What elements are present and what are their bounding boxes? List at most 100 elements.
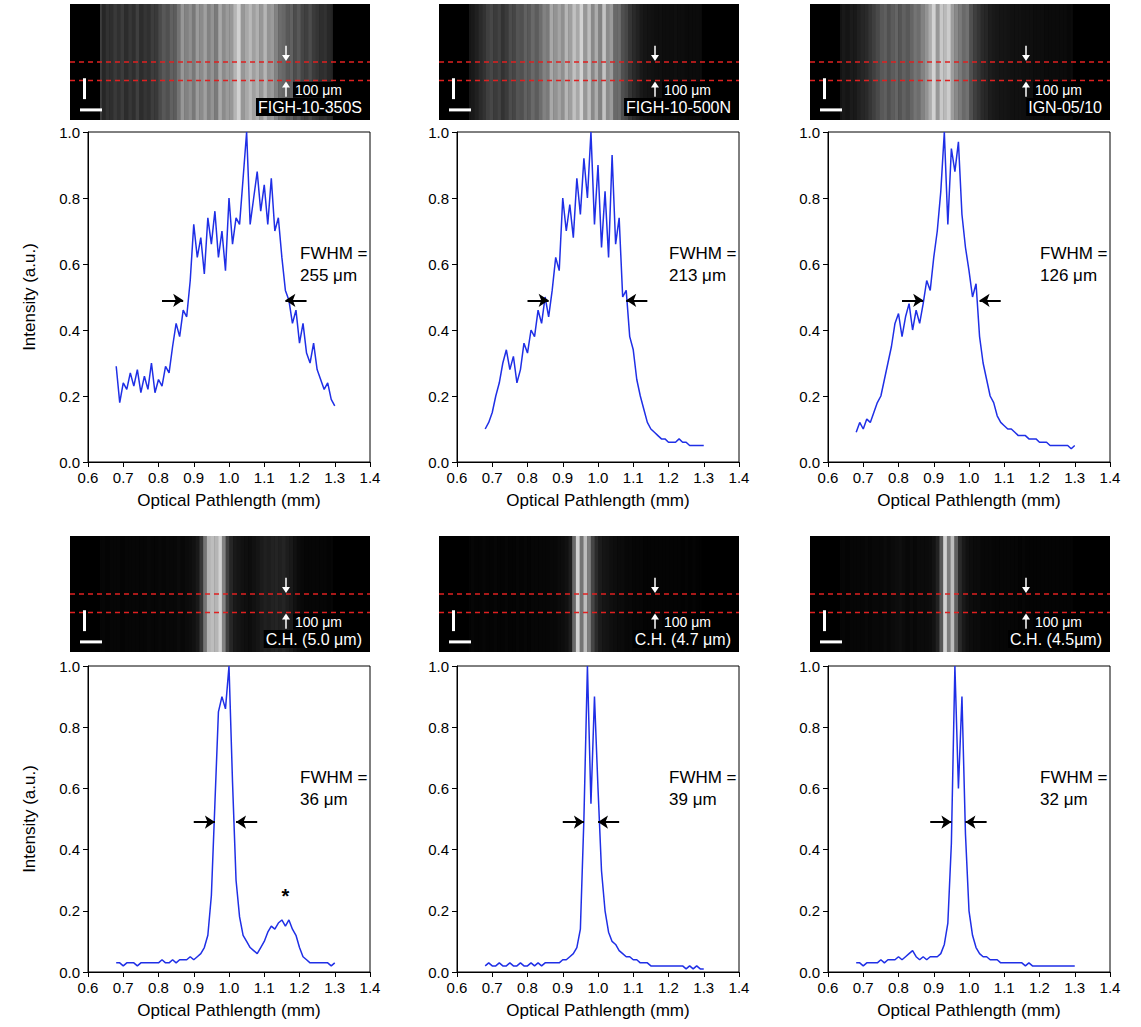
svg-text:0.7: 0.7 — [853, 469, 874, 486]
svg-text:0.2: 0.2 — [799, 902, 820, 919]
svg-text:0.8: 0.8 — [148, 469, 169, 486]
svg-text:C.H. (4.7 μm): C.H. (4.7 μm) — [635, 631, 731, 648]
svg-text:1.4: 1.4 — [1100, 469, 1121, 486]
svg-text:0.8: 0.8 — [799, 719, 820, 736]
svg-text:0.6: 0.6 — [818, 979, 839, 996]
svg-text:100 μm: 100 μm — [295, 82, 342, 98]
svg-text:1.2: 1.2 — [1029, 469, 1050, 486]
svg-text:0.7: 0.7 — [113, 979, 134, 996]
svg-text:1.3: 1.3 — [693, 469, 714, 486]
svg-text:FWHM =: FWHM = — [669, 244, 737, 263]
svg-text:0.6: 0.6 — [78, 979, 99, 996]
svg-text:1.1: 1.1 — [994, 469, 1015, 486]
svg-text:1.0: 1.0 — [59, 124, 80, 141]
svg-text:Intensity (a.u.): Intensity (a.u.) — [20, 765, 39, 873]
svg-text:1.2: 1.2 — [1029, 979, 1050, 996]
svg-text:1.1: 1.1 — [254, 469, 275, 486]
svg-text:1.3: 1.3 — [1064, 469, 1085, 486]
svg-text:0.2: 0.2 — [428, 388, 449, 405]
svg-text:0.8: 0.8 — [799, 190, 820, 207]
svg-text:0.8: 0.8 — [428, 190, 449, 207]
svg-text:1.3: 1.3 — [324, 469, 345, 486]
svg-text:1.0: 1.0 — [588, 979, 609, 996]
svg-text:FWHM =: FWHM = — [300, 244, 368, 263]
svg-text:1.2: 1.2 — [289, 469, 310, 486]
svg-text:36 μm: 36 μm — [300, 790, 348, 809]
svg-text:FWHM =: FWHM = — [1040, 244, 1108, 263]
svg-text:0.4: 0.4 — [59, 322, 80, 339]
svg-text:1.1: 1.1 — [623, 979, 644, 996]
svg-text:1.0: 1.0 — [219, 469, 240, 486]
svg-text:Intensity (a.u.): Intensity (a.u.) — [20, 243, 39, 351]
svg-text:0.9: 0.9 — [923, 979, 944, 996]
svg-text:100 μm: 100 μm — [1035, 614, 1082, 630]
svg-text:1.2: 1.2 — [289, 979, 310, 996]
svg-text:0.0: 0.0 — [59, 964, 80, 981]
svg-text:0.8: 0.8 — [517, 979, 538, 996]
svg-text:100 μm: 100 μm — [295, 614, 342, 630]
svg-text:Optical Pathlength (mm): Optical Pathlength (mm) — [877, 1001, 1060, 1020]
svg-text:1.3: 1.3 — [693, 979, 714, 996]
svg-text:0.7: 0.7 — [113, 469, 134, 486]
svg-text:0.2: 0.2 — [59, 902, 80, 919]
svg-text:0.6: 0.6 — [447, 979, 468, 996]
svg-text:0.4: 0.4 — [59, 841, 80, 858]
svg-text:39 μm: 39 μm — [669, 790, 717, 809]
svg-text:0.0: 0.0 — [799, 454, 820, 471]
svg-text:0.2: 0.2 — [59, 388, 80, 405]
svg-text:1.4: 1.4 — [729, 979, 750, 996]
svg-text:1.0: 1.0 — [428, 124, 449, 141]
svg-text:126 μm: 126 μm — [1040, 266, 1097, 285]
svg-text:0.8: 0.8 — [428, 719, 449, 736]
svg-text:C.H. (4.5μm): C.H. (4.5μm) — [1010, 631, 1102, 648]
svg-text:1.4: 1.4 — [729, 469, 750, 486]
svg-text:1.4: 1.4 — [360, 469, 381, 486]
svg-text:FWHM =: FWHM = — [300, 768, 368, 787]
svg-text:0.9: 0.9 — [552, 979, 573, 996]
svg-text:*: * — [282, 885, 290, 907]
svg-text:0.8: 0.8 — [888, 469, 909, 486]
svg-text:32 μm: 32 μm — [1040, 790, 1088, 809]
svg-text:Optical Pathlength (mm): Optical Pathlength (mm) — [877, 491, 1060, 510]
svg-text:1.0: 1.0 — [219, 979, 240, 996]
svg-text:0.6: 0.6 — [428, 256, 449, 273]
svg-text:0.0: 0.0 — [428, 454, 449, 471]
svg-text:0.8: 0.8 — [148, 979, 169, 996]
svg-text:213 μm: 213 μm — [669, 266, 726, 285]
svg-text:100 μm: 100 μm — [664, 614, 711, 630]
svg-text:0.7: 0.7 — [482, 979, 503, 996]
svg-text:1.2: 1.2 — [658, 979, 679, 996]
svg-text:Optical Pathlength (mm): Optical Pathlength (mm) — [506, 1001, 689, 1020]
svg-text:0.8: 0.8 — [517, 469, 538, 486]
svg-text:FWHM =: FWHM = — [1040, 768, 1108, 787]
svg-text:0.6: 0.6 — [59, 780, 80, 797]
svg-text:FIGH-10-500N: FIGH-10-500N — [626, 99, 731, 116]
svg-text:1.1: 1.1 — [254, 979, 275, 996]
svg-text:0.9: 0.9 — [923, 469, 944, 486]
svg-text:0.9: 0.9 — [183, 469, 204, 486]
svg-text:1.2: 1.2 — [658, 469, 679, 486]
svg-text:1.0: 1.0 — [428, 658, 449, 675]
svg-text:C.H. (5.0 μm): C.H. (5.0 μm) — [266, 631, 362, 648]
svg-text:0.8: 0.8 — [888, 979, 909, 996]
svg-text:1.0: 1.0 — [959, 469, 980, 486]
svg-text:1.4: 1.4 — [360, 979, 381, 996]
svg-text:1.0: 1.0 — [59, 658, 80, 675]
svg-text:Optical Pathlength (mm): Optical Pathlength (mm) — [137, 1001, 320, 1020]
svg-text:IGN-05/10: IGN-05/10 — [1028, 99, 1102, 116]
svg-text:0.6: 0.6 — [428, 780, 449, 797]
svg-text:0.8: 0.8 — [59, 719, 80, 736]
svg-text:1.1: 1.1 — [994, 979, 1015, 996]
svg-text:0.6: 0.6 — [818, 469, 839, 486]
svg-text:0.0: 0.0 — [428, 964, 449, 981]
svg-text:1.0: 1.0 — [588, 469, 609, 486]
svg-text:0.4: 0.4 — [428, 322, 449, 339]
svg-text:100 μm: 100 μm — [664, 82, 711, 98]
svg-text:0.0: 0.0 — [59, 454, 80, 471]
svg-text:0.4: 0.4 — [799, 841, 820, 858]
svg-text:0.2: 0.2 — [428, 902, 449, 919]
svg-text:1.4: 1.4 — [1100, 979, 1121, 996]
svg-text:255 μm: 255 μm — [300, 266, 357, 285]
svg-text:0.0: 0.0 — [799, 964, 820, 981]
svg-text:1.1: 1.1 — [623, 469, 644, 486]
